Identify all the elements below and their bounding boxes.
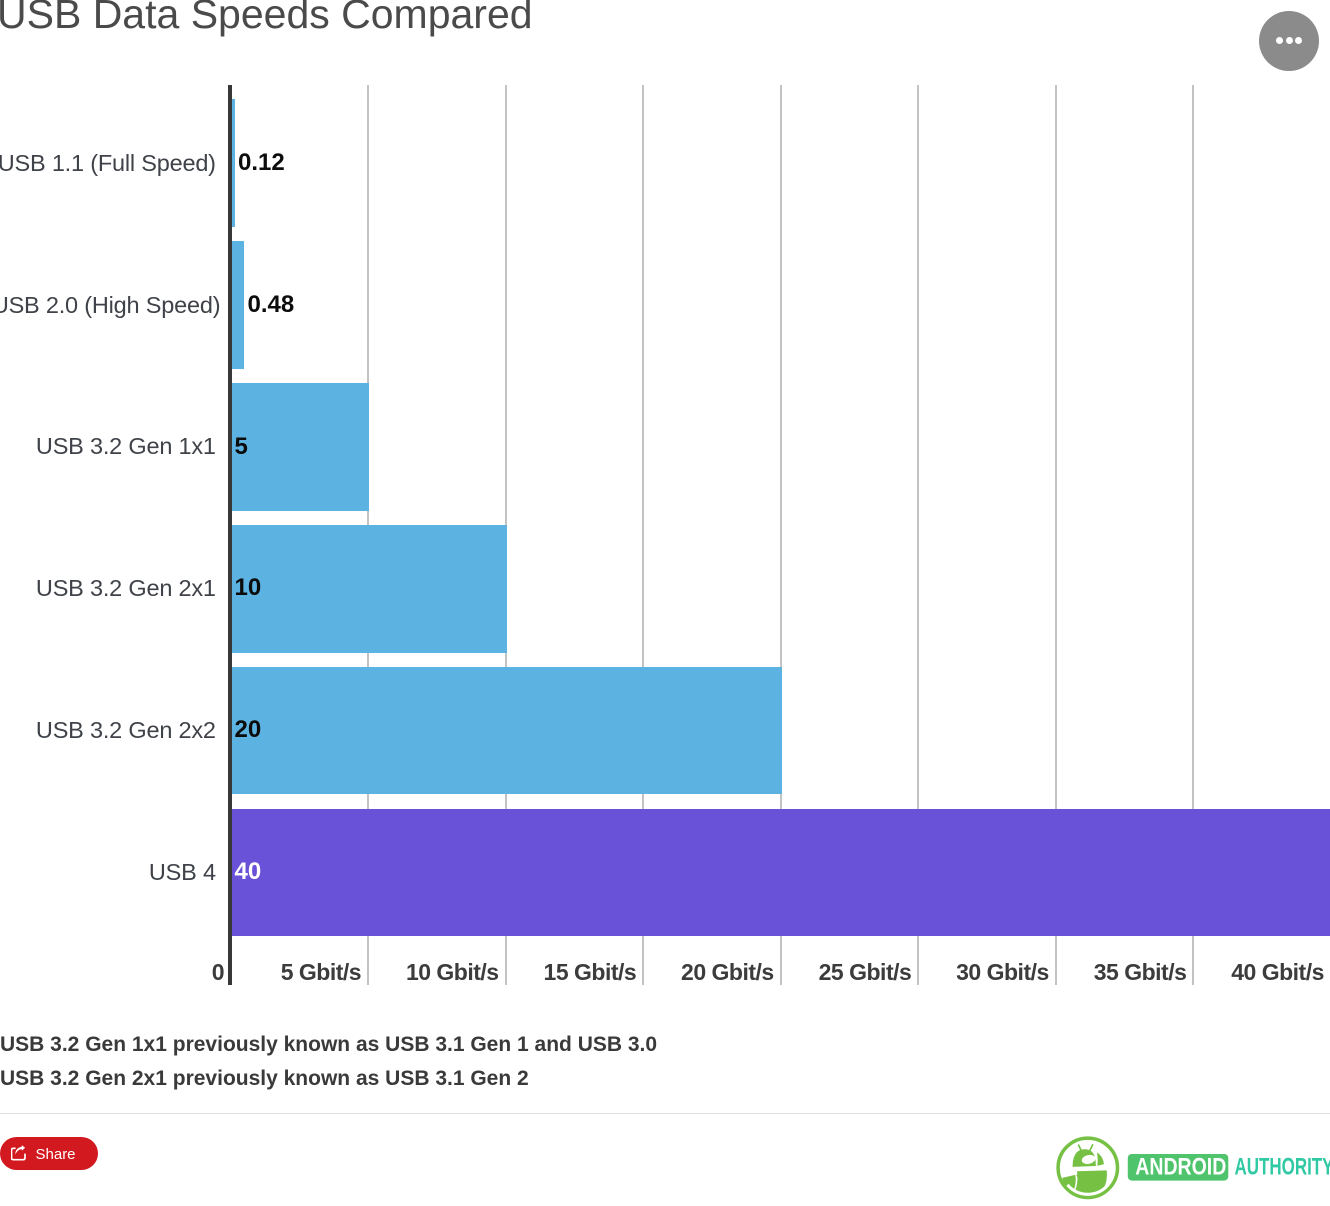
svg-text:ANDROID: ANDROID bbox=[1135, 1154, 1226, 1181]
svg-text:AUTHORITY: AUTHORITY bbox=[1235, 1153, 1330, 1180]
